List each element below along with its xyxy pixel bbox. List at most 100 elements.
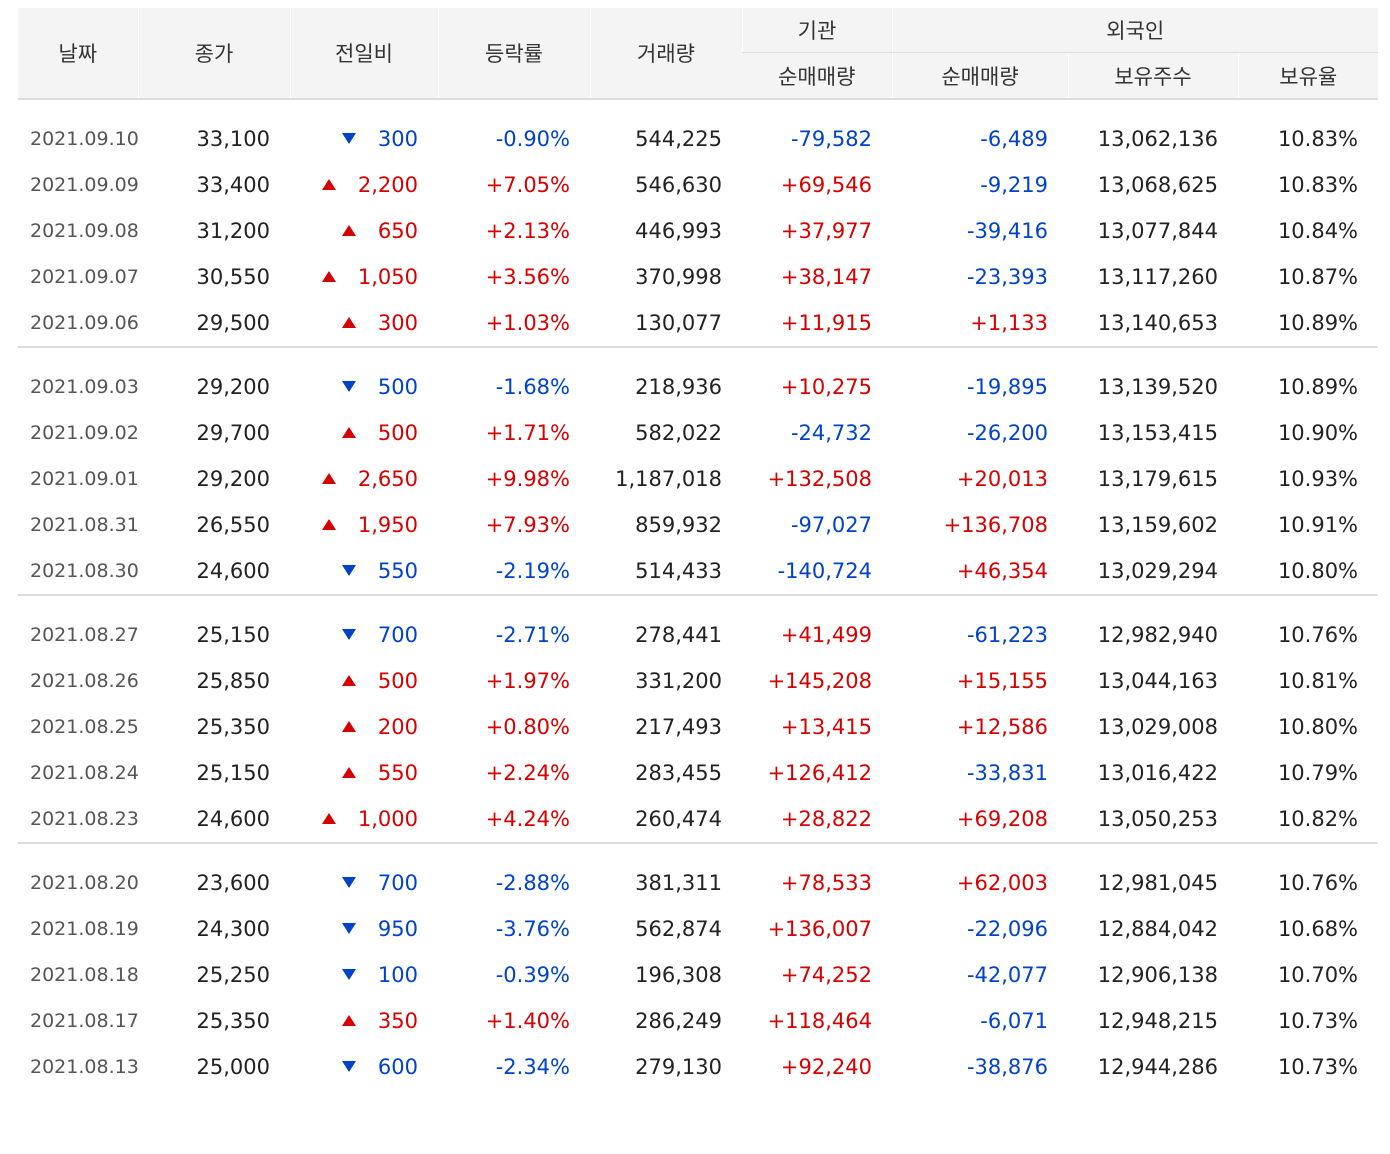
group-divider <box>18 594 1379 612</box>
foreign-ratio-cell: 10.80% <box>1277 715 1359 739</box>
change-cell: 950 <box>290 906 438 952</box>
close-cell: 26,550 <box>196 513 270 537</box>
institution-net-cell: +136,007 <box>767 917 872 941</box>
institution-net-cell: +13,415 <box>780 715 872 739</box>
institution-net-cell: +37,977 <box>780 219 872 243</box>
volume-cell: 130,077 <box>635 311 722 335</box>
date-cell: 2021.09.02 <box>30 422 139 444</box>
up-triangle-icon <box>321 812 336 824</box>
table-row: 2021.09.03 29,200 500 -1.68% 218,936 +10,275 -… <box>18 364 1378 410</box>
change-value: 700 <box>377 623 418 647</box>
change-value: 550 <box>377 559 418 583</box>
table-body: 2021.09.10 33,100 300 -0.90% 544,225 -79,582 -… <box>18 99 1379 1090</box>
rate-cell: +1.03% <box>485 311 570 335</box>
change-value: 100 <box>377 963 418 987</box>
table-row: 2021.09.07 30,550 1,050 +3.56% 370,998 +38,14… <box>18 254 1378 300</box>
header-date: 날짜 <box>18 8 138 99</box>
change-value: 2,650 <box>357 467 418 491</box>
institution-net-cell: +92,240 <box>780 1055 872 1079</box>
foreign-holdings-cell: 13,029,008 <box>1097 715 1218 739</box>
up-triangle-icon <box>341 674 356 686</box>
table-row: 2021.08.13 25,000 600 -2.34% 279,130 +92,240 -… <box>18 1044 1378 1090</box>
rate-cell: +3.56% <box>485 265 570 289</box>
rate-cell: -2.88% <box>495 871 570 895</box>
date-cell: 2021.08.18 <box>30 964 139 986</box>
foreign-net-cell: -22,096 <box>966 917 1048 941</box>
close-cell: 24,600 <box>196 807 270 831</box>
volume-cell: 278,441 <box>635 623 722 647</box>
foreign-net-cell: +12,586 <box>956 715 1048 739</box>
investor-trading-table-container: 날짜 종가 전일비 등락률 거래량 기관 외국인 순매매량 순매매량 보유주수 … <box>18 8 1379 1090</box>
change-value: 500 <box>377 669 418 693</box>
foreign-net-cell: -6,071 <box>980 1009 1048 1033</box>
change-value: 1,000 <box>357 807 418 831</box>
foreign-holdings-cell: 13,068,625 <box>1097 173 1218 197</box>
volume-cell: 331,200 <box>635 669 722 693</box>
divider-cell <box>18 99 1378 116</box>
close-cell: 25,350 <box>196 715 270 739</box>
rate-cell: -1.68% <box>495 375 570 399</box>
foreign-holdings-cell: 13,062,136 <box>1097 127 1218 151</box>
change-cell: 100 <box>290 952 438 998</box>
foreign-holdings-cell: 12,906,138 <box>1097 963 1218 987</box>
foreign-ratio-cell: 10.83% <box>1277 127 1359 151</box>
header-close: 종가 <box>137 8 290 99</box>
up-triangle-icon <box>341 316 356 328</box>
change-cell: 200 <box>290 704 438 750</box>
foreign-holdings-cell: 13,044,163 <box>1097 669 1218 693</box>
close-cell: 25,850 <box>196 669 270 693</box>
foreign-holdings-cell: 13,029,294 <box>1097 559 1218 583</box>
volume-cell: 381,311 <box>635 871 722 895</box>
rate-cell: +4.24% <box>485 807 570 831</box>
table-row: 2021.08.20 23,600 700 -2.88% 381,311 +78,533 +… <box>18 860 1378 906</box>
table-row: 2021.09.02 29,700 500 +1.71% 582,022 -24,732 -… <box>18 410 1378 456</box>
foreign-net-cell: -26,200 <box>966 421 1048 445</box>
foreign-ratio-cell: 10.73% <box>1277 1009 1359 1033</box>
foreign-net-cell: +15,155 <box>956 669 1048 693</box>
date-cell: 2021.09.08 <box>30 220 139 242</box>
change-value: 700 <box>377 871 418 895</box>
close-cell: 25,150 <box>196 623 270 647</box>
header-institution-net: 순매매량 <box>742 52 892 99</box>
down-triangle-icon <box>341 628 356 640</box>
table-row: 2021.09.08 31,200 650 +2.13% 446,993 +37,977 -… <box>18 208 1378 254</box>
up-triangle-icon <box>321 270 336 282</box>
rate-cell: -2.71% <box>495 623 570 647</box>
divider-cell <box>18 842 1379 860</box>
header-institution-group: 기관 <box>741 8 892 53</box>
foreign-net-cell: -23,393 <box>966 265 1048 289</box>
close-cell: 25,350 <box>196 1009 270 1033</box>
volume-cell: 196,308 <box>635 963 722 987</box>
change-cell: 1,050 <box>290 254 438 300</box>
table-row: 2021.09.09 33,400 2,200 +7.05% 546,630 +69,54… <box>18 162 1378 208</box>
foreign-ratio-cell: 10.76% <box>1277 871 1359 895</box>
foreign-holdings-cell: 12,944,286 <box>1097 1055 1218 1079</box>
rate-cell: +7.05% <box>485 173 570 197</box>
up-triangle-icon <box>341 766 356 778</box>
down-triangle-icon <box>341 380 356 392</box>
change-cell: 350 <box>290 998 438 1044</box>
foreign-net-cell: -38,876 <box>966 1055 1048 1079</box>
close-cell: 33,400 <box>196 173 270 197</box>
institution-net-cell: +145,208 <box>767 669 872 693</box>
change-cell: 550 <box>290 750 438 796</box>
change-value: 1,050 <box>357 265 418 289</box>
change-value: 350 <box>377 1009 418 1033</box>
rate-cell: -0.90% <box>495 127 570 151</box>
up-triangle-icon <box>321 518 336 530</box>
table-row: 2021.08.23 24,600 1,000 +4.24% 260,474 +28,82… <box>18 796 1378 843</box>
date-cell: 2021.08.19 <box>30 918 139 940</box>
down-triangle-icon <box>341 132 356 144</box>
date-cell: 2021.08.24 <box>30 762 139 784</box>
date-cell: 2021.09.06 <box>30 312 139 334</box>
table-row: 2021.08.17 25,350 350 +1.40% 286,249 +118,464… <box>18 998 1378 1044</box>
foreign-holdings-cell: 12,948,215 <box>1097 1009 1218 1033</box>
up-triangle-icon <box>341 224 356 236</box>
date-cell: 2021.09.01 <box>30 468 139 490</box>
volume-cell: 1,187,018 <box>615 467 722 491</box>
rate-cell: -0.39% <box>495 963 570 987</box>
foreign-ratio-cell: 10.84% <box>1277 219 1359 243</box>
rate-cell: +1.71% <box>485 421 570 445</box>
down-triangle-icon <box>341 1060 356 1072</box>
group-divider <box>18 842 1379 860</box>
